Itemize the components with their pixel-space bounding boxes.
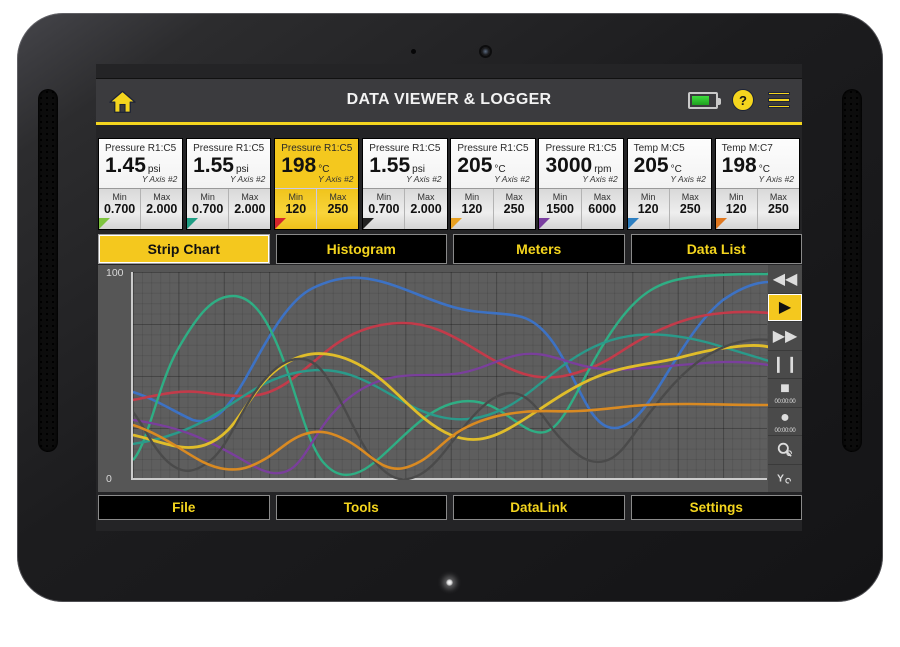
svg-text:Y: Y (777, 473, 784, 485)
